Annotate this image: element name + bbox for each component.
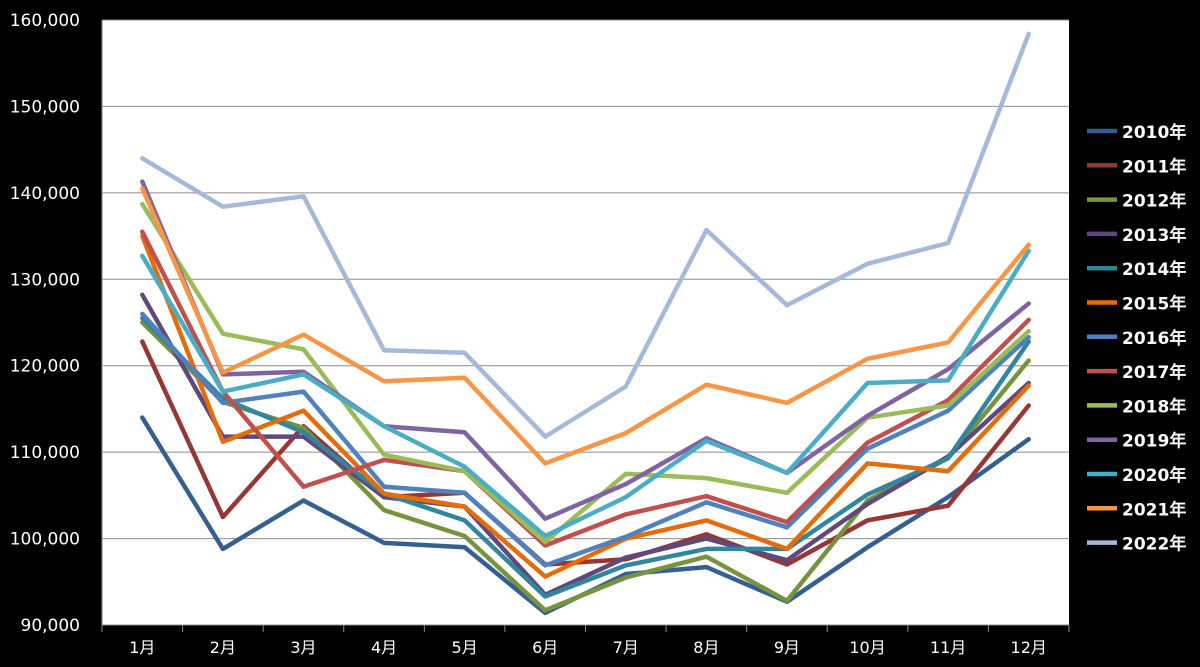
- legend-item: 2015年: [1087, 294, 1186, 315]
- y-tick-label: 90,000: [21, 616, 80, 636]
- legend-item: 2021年: [1087, 499, 1186, 520]
- series-line-2012年: [140, 320, 1031, 613]
- y-tick-label: 100,000: [10, 530, 80, 550]
- series-line-2018年: [140, 201, 1031, 545]
- y-tick-label: 130,000: [10, 270, 80, 290]
- legend-item: 2019年: [1087, 431, 1186, 452]
- y-axis: 90,000 100,000 110,000 120,000 130,000 140,00…: [10, 11, 103, 636]
- legend-label: 2010年: [1122, 122, 1186, 143]
- legend-label: 2022年: [1122, 534, 1186, 555]
- x-tick-label: 6月: [532, 638, 558, 657]
- series-line-2013年: [140, 292, 1031, 598]
- legend-item: 2016年: [1087, 328, 1186, 349]
- legend-label: 2014年: [1122, 259, 1186, 280]
- series-line-2020年: [140, 248, 1031, 539]
- x-tick-label: 7月: [613, 638, 639, 657]
- legend-item: 2010年: [1087, 122, 1186, 143]
- y-tick-label: 140,000: [10, 184, 80, 204]
- x-tick-label: 4月: [371, 638, 397, 657]
- legend-label: 2012年: [1122, 191, 1186, 212]
- legend-label: 2020年: [1122, 465, 1186, 486]
- series-line-2019年: [140, 179, 1031, 521]
- legend-item: 2014年: [1087, 259, 1186, 280]
- series-line-2015年: [140, 233, 1031, 579]
- legend-label: 2019年: [1122, 431, 1186, 452]
- x-tick-label: 8月: [693, 638, 719, 657]
- x-tick-label: 3月: [290, 638, 316, 657]
- legend-item: 2012年: [1087, 191, 1186, 212]
- x-tick-label: 12月: [1011, 638, 1047, 657]
- legend-label: 2021年: [1122, 499, 1186, 520]
- legend-item: 2018年: [1087, 396, 1186, 417]
- legend-item: 2013年: [1087, 225, 1186, 246]
- x-tick-label: 10月: [849, 638, 885, 657]
- series-line-2022年: [140, 31, 1031, 439]
- legend-label: 2017年: [1122, 362, 1186, 383]
- y-tick-label: 120,000: [10, 357, 80, 377]
- legend-label: 2015年: [1122, 294, 1186, 315]
- series-line-2017年: [140, 229, 1031, 548]
- x-tick-label: 1月: [129, 638, 155, 657]
- y-tick-label: 150,000: [10, 97, 80, 117]
- legend-item: 2022年: [1087, 534, 1186, 555]
- x-tick-label: 11月: [930, 638, 966, 657]
- x-tick-label: 2月: [210, 638, 236, 657]
- x-axis: 1月 2月 3月 4月 5月 6月 7月 8月 9月 10月 11月 12月: [101, 624, 1070, 657]
- legend-label: 2011年: [1122, 156, 1186, 177]
- legend-label: 2013年: [1122, 225, 1186, 246]
- legend-item: 2011年: [1087, 156, 1186, 177]
- series-line-2016年: [140, 311, 1031, 568]
- legend: 2010年 2011年 2012年 2013年 2014年 2015年 2016年 2017年…: [1087, 122, 1186, 555]
- series-line-2014年: [140, 315, 1031, 599]
- legend-item: 2017年: [1087, 362, 1186, 383]
- y-tick-label: 110,000: [10, 443, 80, 463]
- x-tick-label: 5月: [452, 638, 478, 657]
- y-tick-label: 160,000: [10, 11, 80, 31]
- legend-label: 2018年: [1122, 396, 1186, 417]
- legend-label: 2016年: [1122, 328, 1186, 349]
- series-lines: [140, 31, 1031, 616]
- series-line-2011年: [140, 339, 1031, 567]
- x-tick-label: 9月: [774, 638, 800, 657]
- series-line-2021年: [140, 186, 1031, 466]
- legend-item: 2020年: [1087, 465, 1186, 486]
